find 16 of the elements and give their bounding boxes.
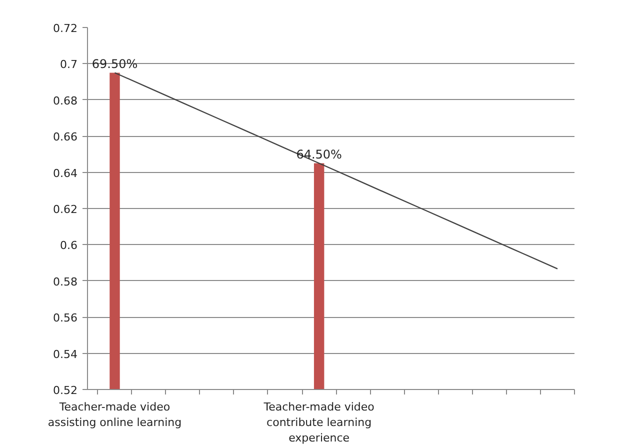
x-tick-label: Teacher-made video assisting online learning (48, 400, 182, 430)
x-tick-label: Teacher-made video contribute learning experience (262, 400, 375, 445)
line-series (114, 72, 558, 270)
y-tick-label: 0.72 (53, 22, 78, 35)
y-tick-label: 0.66 (53, 130, 78, 144)
y-tick-label: 0.56 (53, 312, 78, 325)
y-tick-label: 0.62 (53, 203, 78, 216)
y-tick-label: 0.58 (53, 275, 78, 288)
y-tick-label: 0.64 (53, 166, 78, 180)
data-label: 64.50% (296, 147, 342, 162)
y-tick-label: 0.6 (60, 239, 78, 252)
data-label: 69.50% (92, 56, 138, 71)
y-tick-label: 0.52 (53, 384, 78, 397)
y-tick-label: 0.54 (53, 348, 78, 361)
y-tick-label: 0.7 (60, 58, 78, 72)
y-tick-label: 0.68 (53, 94, 78, 108)
